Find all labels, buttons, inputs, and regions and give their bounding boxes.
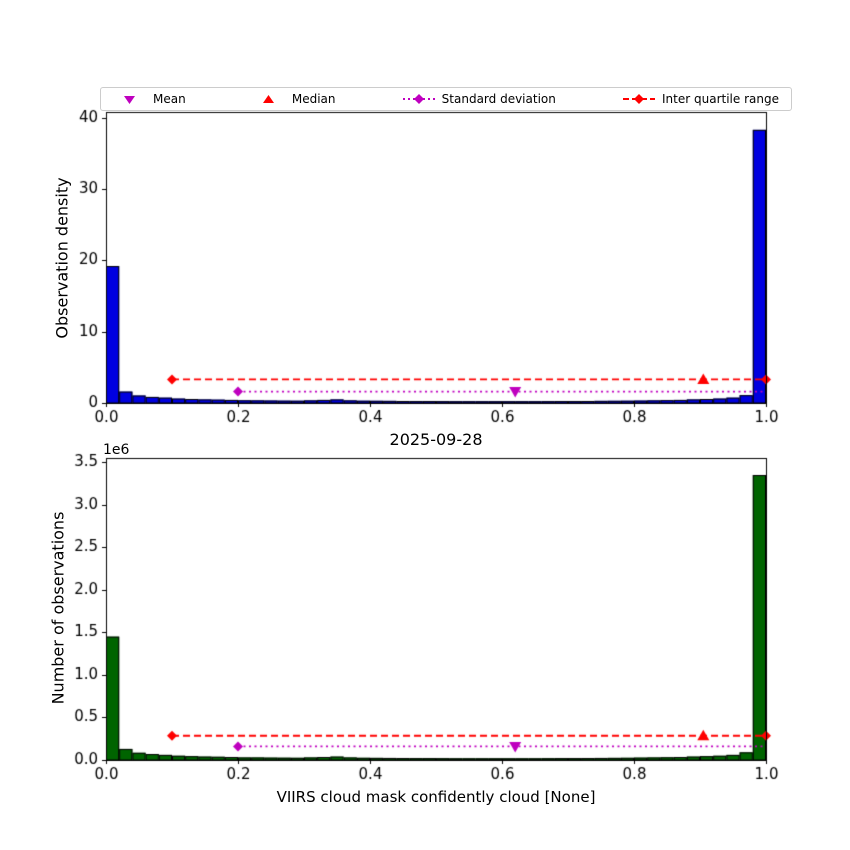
x-axis-label: VIIRS cloud mask confidently cloud [None… [276,788,596,806]
mean-triangle-down-icon [113,92,147,106]
legend: Mean Median Standard deviation [100,87,792,111]
y-axis-offset-label: 1e6 [103,442,130,458]
bottom-y-axis-label: Number of observations [48,511,68,705]
date-title: 2025-09-28 [389,430,483,449]
legend-item-mean: Mean [113,92,186,106]
iqr-diamond-dashed-line-icon [622,92,656,106]
legend-item-std: Standard deviation [402,92,556,106]
legend-label-std: Standard deviation [441,92,556,106]
std-diamond-dotted-line-icon [402,92,436,106]
legend-item-iqr: Inter quartile range [622,92,779,106]
legend-label-median: Median [291,92,336,106]
legend-item-median: Median [252,92,336,106]
legend-label-mean: Mean [153,92,186,106]
median-triangle-up-icon [252,92,286,106]
top-y-axis-label: Observation density [52,177,72,339]
legend-label-iqr: Inter quartile range [662,92,779,106]
